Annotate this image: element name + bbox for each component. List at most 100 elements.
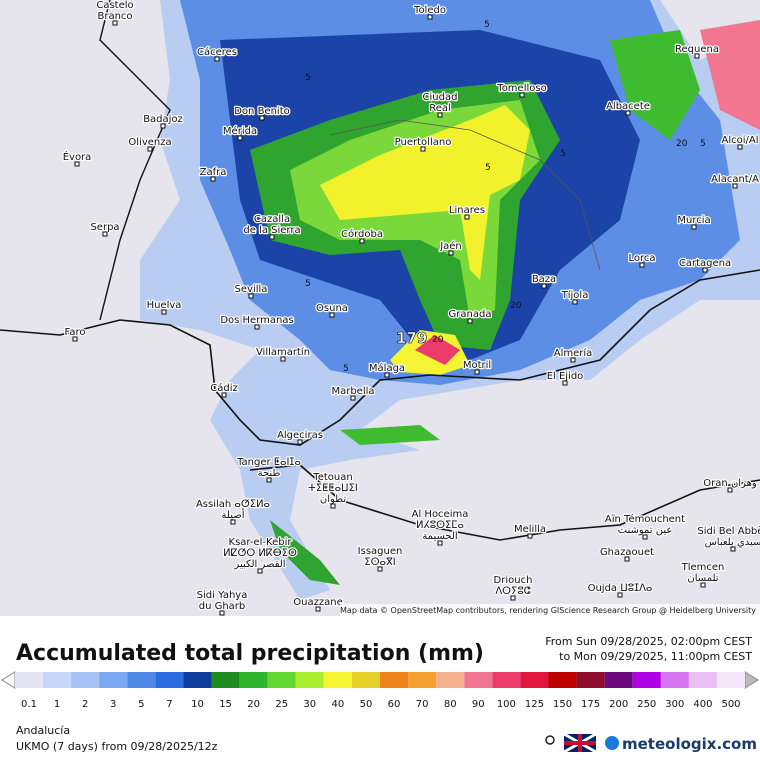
city-label: El Ejido (547, 371, 584, 382)
city-dot (230, 519, 236, 525)
city-dot (297, 439, 303, 445)
city-dot (624, 556, 630, 562)
city-label: Huelva (147, 300, 182, 311)
legend-swatch (660, 672, 689, 688)
city-dot (237, 135, 243, 141)
city-dot (527, 533, 533, 539)
legend-swatch (351, 672, 380, 688)
city-label: Olivenza (128, 137, 171, 148)
city-dot (329, 312, 335, 318)
legend-label: 400 (693, 699, 712, 710)
city-dot (642, 534, 648, 540)
city-label: Tíjola (561, 289, 589, 301)
precip-yellow (320, 105, 530, 280)
legend-swatch (267, 672, 296, 688)
city-dot (732, 183, 738, 189)
legend-swatch (43, 672, 72, 688)
legend-label: 40 (332, 699, 345, 710)
city-label: Alcoi/Al (721, 135, 758, 146)
city-dot (384, 372, 390, 378)
max-label: 179 (396, 329, 427, 347)
city-label: Évora (63, 150, 92, 163)
city-dot (727, 487, 733, 493)
legend-swatch (632, 672, 661, 688)
legend-swatch (71, 672, 100, 688)
city-label: Requena (675, 44, 719, 55)
city-label: Linares (449, 205, 485, 216)
city-dot (437, 540, 443, 546)
brand: meteologix.com (622, 735, 757, 753)
legend-swatch (99, 672, 128, 688)
legend-label: 70 (416, 699, 429, 710)
city-dot (427, 14, 433, 20)
legend-label: 150 (553, 699, 572, 710)
legend-label: 1 (54, 699, 60, 710)
city-dot (420, 146, 426, 152)
city-dot (102, 231, 108, 237)
city-dot (74, 161, 80, 167)
legend-label: 0.1 (21, 699, 37, 710)
city-dot (359, 238, 365, 244)
coastline-africa (249, 464, 760, 541)
city-dot (464, 214, 470, 220)
city-dot (248, 293, 254, 299)
city-dot (269, 234, 275, 240)
city-dot (112, 20, 118, 26)
city-dot (219, 610, 225, 616)
city-dot (510, 595, 516, 601)
city-label: Ciudad Real (423, 92, 458, 114)
legend-swatch (295, 672, 324, 688)
city-label: Sidi Yahya du Gharb (197, 590, 248, 612)
legend-swatch (323, 672, 352, 688)
legend-swatch (211, 672, 240, 688)
legend-label: 25 (275, 699, 288, 710)
city-label: Málaga (369, 362, 405, 374)
legend-swatch (14, 672, 44, 688)
city-label: Almería (554, 347, 593, 359)
city-label: Marbella (331, 386, 374, 397)
legend-swatch (688, 672, 717, 688)
legend-label: 10 (191, 699, 204, 710)
contour-label: 5 (560, 149, 566, 159)
city-label: Sidi Bel Abbèsسيدي بلعباس (697, 525, 760, 548)
precip-east-high (700, 20, 760, 130)
city-label: Baza (532, 274, 556, 285)
contour-label: 5 (305, 279, 311, 289)
contour-label: 20 (510, 301, 522, 311)
city-label: Motril (463, 360, 491, 371)
contour-label: 20 (676, 139, 688, 149)
legend-label: 7 (166, 699, 172, 710)
city-dot (280, 356, 286, 362)
city-label: Driouch ⴷⵔⵢⵓⵛ (494, 575, 533, 597)
city-dot (437, 112, 443, 118)
legend-label: 80 (444, 699, 457, 710)
city-label: Albacete (606, 101, 650, 112)
legend-swatch (408, 672, 437, 688)
legend-arrow-left (1, 671, 16, 689)
legend-label: 50 (360, 699, 373, 710)
city-label: Osuna (316, 303, 348, 314)
city-label: Serpa (90, 222, 119, 233)
legend-label: 175 (581, 699, 600, 710)
border (99, 0, 171, 321)
legend-label: 300 (665, 699, 684, 710)
precip-east (610, 30, 700, 140)
region-border (329, 119, 601, 271)
legend-label: 3 (110, 699, 116, 710)
city-dot (639, 262, 645, 268)
coastline (0, 269, 760, 446)
city-dot (161, 309, 167, 315)
search-icon[interactable] (545, 735, 555, 745)
legend-label: 125 (525, 699, 544, 710)
legend-label: 2 (82, 699, 88, 710)
city-label: Melilla (514, 524, 546, 535)
title: Accumulated total precipitation (mm) (16, 641, 484, 666)
city-label: Badajoz (143, 114, 183, 125)
city-dot (467, 318, 473, 324)
legend-swatch (127, 672, 156, 688)
legend-swatch (492, 672, 521, 688)
legend-label: 200 (609, 699, 628, 710)
time-from: From Sun 09/28/2025, 02:00pm CEST (545, 635, 752, 648)
model: UKMO (7 days) from 09/28/2025/12z (16, 740, 218, 753)
